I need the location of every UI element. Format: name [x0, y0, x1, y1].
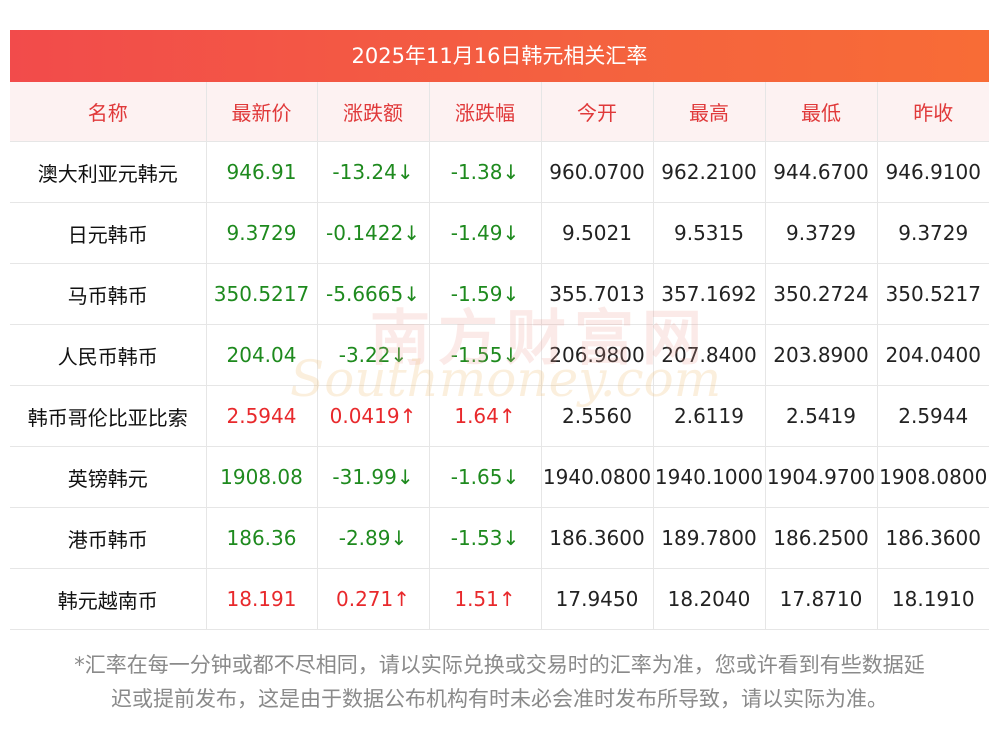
row-change-pct: 1.64↑ [429, 385, 542, 447]
row-prev-close: 350.5217 [877, 263, 989, 325]
row-change-pct: -1.59↓ [429, 263, 542, 325]
row-open: 9.5021 [541, 202, 654, 264]
row-name: 人民币韩币 [10, 324, 207, 386]
exchange-rate-table: 名称 最新价 涨跌额 涨跌幅 今开 最高 最低 昨收 澳大利亚元韩元 946.9… [10, 82, 989, 630]
rate-table-container: 2025年11月16日韩元相关汇率 名称 最新价 涨跌额 涨跌幅 今开 最高 最… [10, 30, 989, 630]
header-latest: 最新价 [206, 82, 318, 142]
row-high: 18.2040 [653, 568, 766, 630]
row-name: 港币韩币 [10, 507, 207, 569]
row-change: -0.1422↓ [317, 202, 430, 264]
row-low: 2.5419 [765, 385, 878, 447]
table-title: 2025年11月16日韩元相关汇率 [10, 30, 989, 82]
header-open: 今开 [541, 82, 654, 142]
row-prev-close: 946.9100 [877, 141, 989, 203]
header-change-pct: 涨跌幅 [429, 82, 542, 142]
header-high: 最高 [653, 82, 766, 142]
header-low: 最低 [765, 82, 878, 142]
row-low: 203.8900 [765, 324, 878, 386]
disclaimer-note: *汇率在每一分钟或都不尽相同，请以实际兑换或交易时的汇率为准，您或许看到有些数据… [10, 648, 989, 716]
row-open: 1940.0800 [541, 446, 654, 508]
row-prev-close: 2.5944 [877, 385, 989, 447]
row-name: 韩币哥伦比亚比索 [10, 385, 207, 447]
row-prev-close: 18.1910 [877, 568, 989, 630]
row-change-pct: -1.38↓ [429, 141, 542, 203]
row-latest: 946.91 [206, 141, 318, 203]
row-change: -5.6665↓ [317, 263, 430, 325]
row-open: 17.9450 [541, 568, 654, 630]
row-change: 0.0419↑ [317, 385, 430, 447]
row-change: -13.24↓ [317, 141, 430, 203]
row-latest: 204.04 [206, 324, 318, 386]
row-high: 2.6119 [653, 385, 766, 447]
row-high: 207.8400 [653, 324, 766, 386]
row-change-pct: -1.53↓ [429, 507, 542, 569]
table-row: 人民币韩币 204.04 -3.22↓ -1.55↓ 206.9800 207.… [10, 324, 989, 386]
row-low: 17.8710 [765, 568, 878, 630]
row-open: 206.9800 [541, 324, 654, 386]
row-change-pct: 1.51↑ [429, 568, 542, 630]
row-prev-close: 204.0400 [877, 324, 989, 386]
row-open: 960.0700 [541, 141, 654, 203]
row-open: 355.7013 [541, 263, 654, 325]
row-high: 9.5315 [653, 202, 766, 264]
row-name: 澳大利亚元韩元 [10, 141, 207, 203]
table-row: 日元韩币 9.3729 -0.1422↓ -1.49↓ 9.5021 9.531… [10, 202, 989, 264]
row-high: 1940.1000 [653, 446, 766, 508]
row-change-pct: -1.55↓ [429, 324, 542, 386]
table-row: 韩币哥伦比亚比索 2.5944 0.0419↑ 1.64↑ 2.5560 2.6… [10, 385, 989, 447]
row-high: 189.7800 [653, 507, 766, 569]
row-name: 日元韩币 [10, 202, 207, 264]
row-prev-close: 186.3600 [877, 507, 989, 569]
row-prev-close: 1908.0800 [877, 446, 989, 508]
row-low: 1904.9700 [765, 446, 878, 508]
row-latest: 350.5217 [206, 263, 318, 325]
row-low: 944.6700 [765, 141, 878, 203]
row-open: 186.3600 [541, 507, 654, 569]
row-change-pct: -1.65↓ [429, 446, 542, 508]
row-latest: 18.191 [206, 568, 318, 630]
table-header-row: 名称 最新价 涨跌额 涨跌幅 今开 最高 最低 昨收 [10, 82, 989, 142]
table-row: 韩元越南币 18.191 0.271↑ 1.51↑ 17.9450 18.204… [10, 568, 989, 630]
row-latest: 186.36 [206, 507, 318, 569]
row-prev-close: 9.3729 [877, 202, 989, 264]
row-name: 马币韩币 [10, 263, 207, 325]
row-name: 英镑韩元 [10, 446, 207, 508]
row-latest: 1908.08 [206, 446, 318, 508]
disclaimer-line-1: *汇率在每一分钟或都不尽相同，请以实际兑换或交易时的汇率为准，您或许看到有些数据… [74, 653, 925, 677]
row-change: -3.22↓ [317, 324, 430, 386]
row-latest: 2.5944 [206, 385, 318, 447]
row-name: 韩元越南币 [10, 568, 207, 630]
table-row: 澳大利亚元韩元 946.91 -13.24↓ -1.38↓ 960.0700 9… [10, 141, 989, 203]
row-high: 962.2100 [653, 141, 766, 203]
row-change-pct: -1.49↓ [429, 202, 542, 264]
row-latest: 9.3729 [206, 202, 318, 264]
table-row: 英镑韩元 1908.08 -31.99↓ -1.65↓ 1940.0800 19… [10, 446, 989, 508]
table-row: 港币韩币 186.36 -2.89↓ -1.53↓ 186.3600 189.7… [10, 507, 989, 569]
row-high: 357.1692 [653, 263, 766, 325]
header-prev-close: 昨收 [877, 82, 989, 142]
row-change: -31.99↓ [317, 446, 430, 508]
row-open: 2.5560 [541, 385, 654, 447]
disclaimer-line-2: 迟或提前发布，这是由于数据公布机构有时未必会准时发布所导致，请以实际为准。 [111, 687, 888, 711]
row-low: 186.2500 [765, 507, 878, 569]
table-row: 马币韩币 350.5217 -5.6665↓ -1.59↓ 355.7013 3… [10, 263, 989, 325]
row-change: -2.89↓ [317, 507, 430, 569]
row-low: 9.3729 [765, 202, 878, 264]
header-change: 涨跌额 [317, 82, 430, 142]
row-low: 350.2724 [765, 263, 878, 325]
row-change: 0.271↑ [317, 568, 430, 630]
header-name: 名称 [10, 82, 207, 142]
